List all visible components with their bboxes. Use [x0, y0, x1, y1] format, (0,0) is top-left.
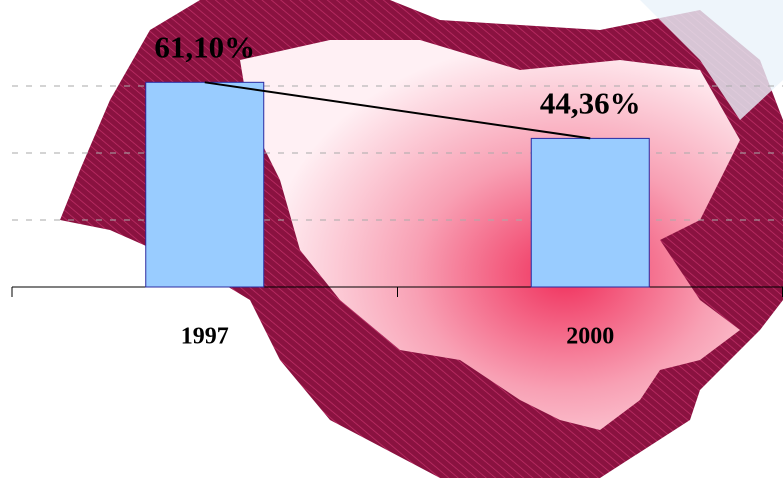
- data-label: 61,10%: [154, 29, 255, 64]
- connect-line: [204, 81, 591, 140]
- bar: [145, 81, 265, 288]
- bar: [530, 137, 650, 288]
- x-tick-label: 1997: [181, 324, 229, 350]
- data-label: 44,36%: [540, 86, 641, 121]
- x-tick-label: 2000: [566, 324, 614, 350]
